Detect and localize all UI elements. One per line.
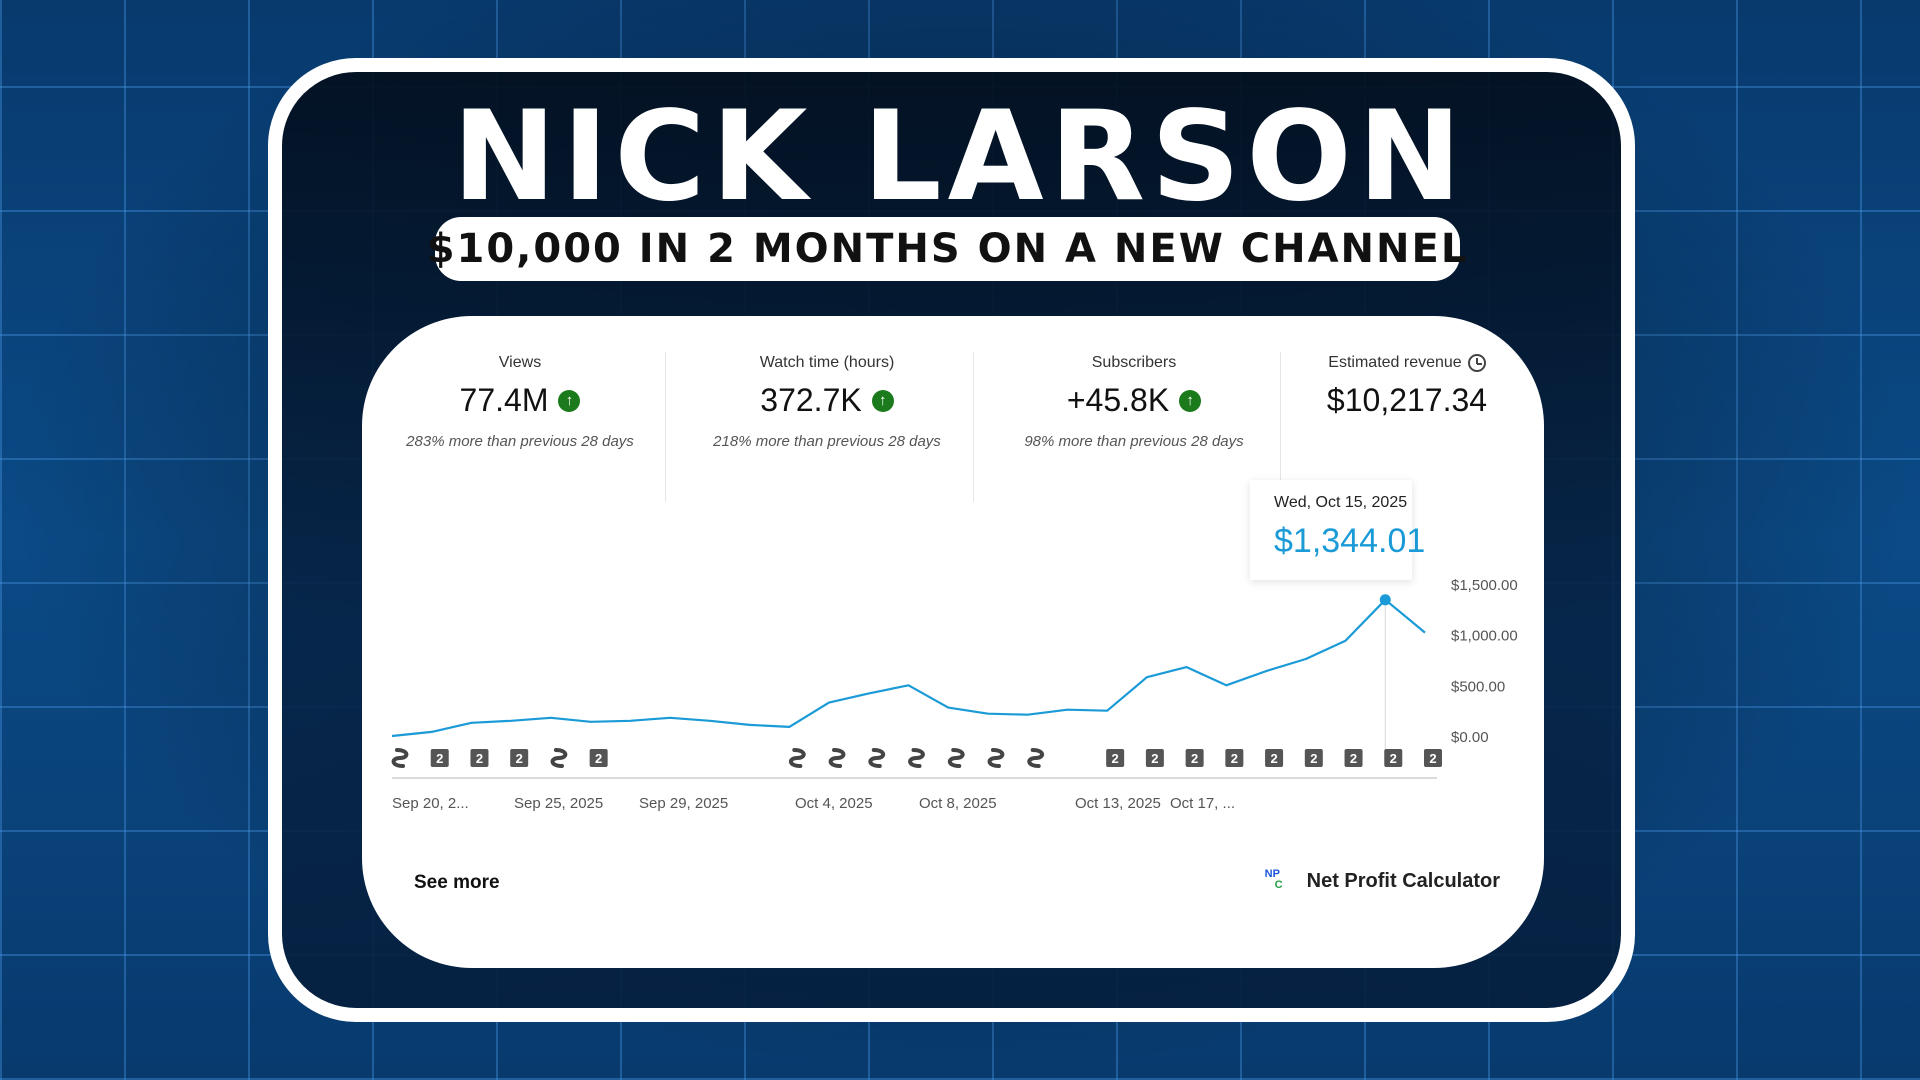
upload-count-badge (1424, 749, 1442, 767)
metric-label-text: Estimated revenue (1328, 354, 1462, 371)
upload-count-badge (1344, 749, 1363, 767)
upload-count-label: 2 (1270, 751, 1277, 766)
shorts-icon (987, 748, 1005, 768)
upload-count-badge (510, 749, 529, 767)
divider (1280, 352, 1281, 502)
x-tick-label: Oct 8, 2025 (919, 795, 997, 812)
metric-value: 372.7K (760, 382, 862, 418)
upload-count-label: 2 (1350, 751, 1357, 766)
metric-value: 77.4M (459, 382, 549, 418)
upload-count-label: 2 (476, 751, 483, 766)
shorts-icon (828, 748, 846, 768)
arrow-up-icon: ↑ (558, 389, 581, 412)
y-tick-label: $0.00 (1451, 729, 1489, 746)
upload-count-label: 2 (436, 751, 443, 766)
divider (665, 352, 666, 502)
subtitle-pill: $10,000 IN 2 MONTHS ON A NEW CHANNEL (427, 217, 1466, 281)
upload-count-badge (430, 749, 449, 767)
x-tick-label: Oct 13, 2025 (1075, 795, 1161, 812)
upload-count-badge (1145, 749, 1164, 767)
metric-views[interactable]: Views 77.4M ↑ 283% more than previous 28… (367, 352, 673, 450)
upload-count-badge (1265, 749, 1284, 767)
brand-watermark: NP C Net Profit Calculator (1265, 868, 1500, 894)
metric-label: Watch time (hours) (759, 354, 895, 371)
x-tick-label: Sep 29, 2025 (639, 795, 728, 812)
metric-watch-time[interactable]: Watch time (hours) 372.7K ↑ 218% more th… (674, 352, 980, 450)
upload-count-label: 2 (1429, 751, 1436, 766)
x-tick-label: Oct 4, 2025 (795, 795, 873, 812)
y-tick-label: $1,500.00 (1451, 577, 1518, 594)
divider (973, 352, 974, 502)
brand-name: Net Profit Calculator (1306, 869, 1500, 892)
metric-note: 218% more than previous 28 days (713, 433, 941, 450)
upload-count-label: 2 (1151, 751, 1158, 766)
highlight-point (1379, 594, 1391, 606)
shorts-icon (908, 748, 925, 768)
upload-count-label: 2 (1191, 751, 1198, 766)
arrow-up-icon: ↑ (871, 389, 894, 412)
upload-count-badge (1106, 749, 1125, 767)
clock-icon (1467, 354, 1486, 372)
upload-count-badge (1185, 749, 1204, 767)
see-more-link[interactable]: See more (414, 872, 500, 893)
net-profit-calculator-logo-icon: NP C (1264, 868, 1283, 891)
shorts-icon (947, 748, 965, 768)
subtitle: $10,000 IN 2 MONTHS ON A NEW CHANNEL (426, 226, 1469, 272)
upload-count-badge (1384, 749, 1403, 767)
metric-value: +45.8K (1066, 382, 1170, 418)
x-tick-label: Sep 25, 2025 (514, 795, 603, 812)
shorts-icon (788, 748, 806, 768)
revenue-series-line (391, 598, 1426, 738)
arrow-up-icon: ↑ (1179, 389, 1202, 412)
shorts-icon (868, 748, 886, 768)
metric-label: Estimated revenue (1287, 352, 1527, 374)
upload-count-badge (1225, 749, 1244, 767)
y-tick-label: $500.00 (1451, 678, 1505, 695)
shorts-icon (391, 748, 409, 768)
upload-count-badge (470, 749, 489, 767)
metric-note: 98% more than previous 28 days (1024, 433, 1244, 450)
tooltip-amount: $1,344.01 (1274, 522, 1426, 560)
upload-count-label: 2 (1390, 751, 1397, 766)
upload-count-label: 2 (516, 751, 523, 766)
upload-count-badge (589, 749, 608, 767)
metric-note: 283% more than previous 28 days (406, 433, 634, 450)
upload-count-label: 2 (595, 751, 602, 766)
metric-label: Subscribers (1091, 354, 1177, 371)
shorts-icon (550, 748, 568, 768)
x-tick-label: Sep 20, 2... (392, 795, 469, 812)
page-title: NICK LARSON (452, 85, 1468, 229)
revenue-chart: $1,500.00 $1,000.00 $500.00 $0.00 2 2 2 2 2 2 2 2 2 2… (391, 577, 1518, 812)
upload-count-badge (1304, 749, 1323, 767)
chart-tooltip: Wed, Oct 15, 2025 $1,344.01 (1250, 480, 1426, 580)
metric-label: Views (498, 354, 542, 371)
y-tick-label: $1,000.00 (1451, 628, 1518, 645)
metric-estimated-revenue[interactable]: Estimated revenue $10,217.34 (1287, 352, 1527, 419)
metric-value: $10,217.34 (1326, 382, 1488, 418)
upload-count-label: 2 (1112, 751, 1119, 766)
x-tick-label: Oct 17, ... (1170, 795, 1235, 812)
shorts-icon (1027, 748, 1045, 768)
tooltip-date: Wed, Oct 15, 2025 (1274, 494, 1408, 511)
upload-count-label: 2 (1231, 751, 1238, 766)
metric-subscribers[interactable]: Subscribers +45.8K ↑ 98% more than previ… (981, 352, 1287, 450)
upload-count-label: 2 (1310, 751, 1317, 766)
analytics-card: Views 77.4M ↑ 283% more than previous 28… (362, 316, 1544, 968)
